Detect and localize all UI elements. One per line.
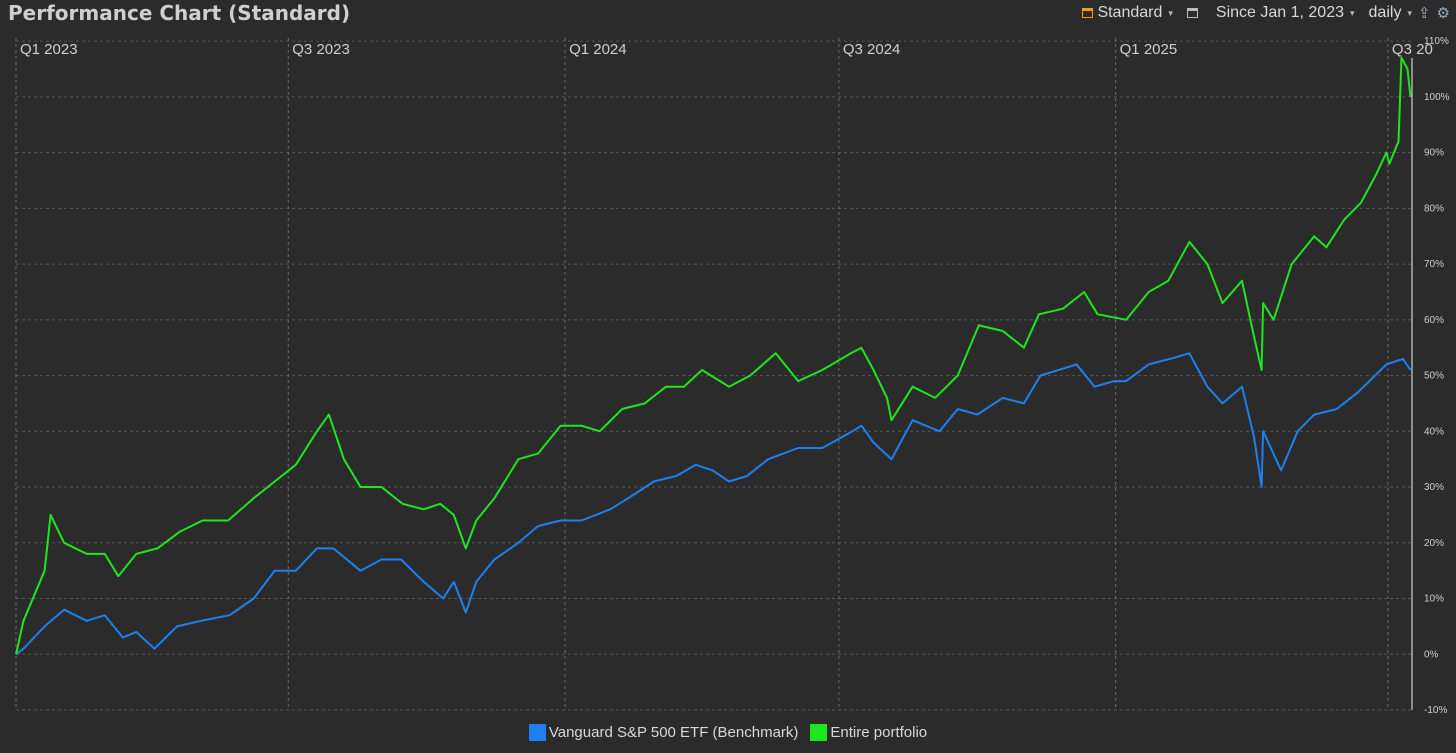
period-dropdown-icon: ▾ [1350, 7, 1355, 18]
gear-icon[interactable]: ⚙ [1436, 5, 1450, 22]
benchmark-line[interactable] [15, 352, 1412, 656]
chart-series [15, 56, 1412, 656]
y-tick-label: 0% [1424, 649, 1439, 660]
x-axis: Q1 2023 Q3 2023 Q1 2024 Q3 2024 Q1 2025 Q3 20 [20, 41, 1433, 58]
y-tick-label: 110% [1424, 36, 1449, 47]
interval-selector[interactable]: daily ▾ [1369, 4, 1412, 22]
toolbar: Performance Chart (Standard) Standard ▾ … [0, 0, 1456, 28]
y-tick-label: 30% [1424, 482, 1444, 493]
x-tick-label: Q3 2024 [843, 41, 901, 58]
y-tick-label: 80% [1424, 203, 1444, 214]
legend-swatch-benchmark [528, 724, 546, 741]
interval-dropdown-icon: ▾ [1407, 7, 1412, 18]
export-icon[interactable]: ⇪ [1417, 5, 1431, 22]
y-tick-label: 70% [1424, 259, 1444, 270]
legend-label-portfolio: Entire portfolio [830, 724, 928, 741]
y-tick-label: 50% [1424, 371, 1444, 382]
y-tick-label: 100% [1424, 92, 1450, 103]
interval-selector-label: daily [1368, 4, 1402, 21]
x-tick-label: Q1 2023 [20, 41, 78, 58]
y-tick-label: 60% [1424, 315, 1444, 326]
chart-grid [15, 38, 1412, 711]
portfolio-line[interactable] [15, 56, 1412, 655]
period-selector[interactable]: Since Jan 1, 2023 ▾ [1216, 4, 1355, 22]
legend-item-portfolio[interactable]: Entire portfolio [810, 724, 927, 741]
y-tick-label: 10% [1424, 594, 1444, 605]
chart-view-icon [1082, 8, 1094, 18]
view-selector-label: Standard [1097, 4, 1163, 21]
period-selector-label: Since Jan 1, 2023 [1215, 4, 1344, 21]
window-icon[interactable] [1186, 8, 1198, 18]
y-tick-label: -10% [1424, 705, 1447, 716]
x-tick-label: Q3 2023 [292, 41, 350, 58]
chart-title: Performance Chart (Standard) [8, 1, 351, 25]
y-axis: -10% 0% 10% 20% 30% 40% 50% 60% 70% 80% 90% 100% 110… [1411, 36, 1450, 716]
view-dropdown-icon: ▾ [1168, 7, 1173, 18]
legend-label-benchmark: Vanguard S&P 500 ETF (Benchmark) [548, 724, 799, 741]
chart-legend: Vanguard S&P 500 ETF (Benchmark) Entire … [0, 724, 1456, 741]
performance-chart[interactable]: Q1 2023 Q3 2023 Q1 2024 Q3 2024 Q1 2025 Q3 20… [0, 0, 1456, 720]
y-tick-label: 20% [1424, 538, 1444, 549]
legend-swatch-portfolio [810, 724, 828, 741]
x-tick-label: Q1 2024 [569, 41, 627, 58]
chart-controls: Standard ▾ Since Jan 1, 2023 ▾ daily ▾ ⇪… [1082, 4, 1450, 22]
view-selector[interactable]: Standard ▾ [1082, 4, 1173, 22]
legend-item-benchmark[interactable]: Vanguard S&P 500 ETF (Benchmark) [528, 724, 799, 741]
x-tick-label: Q3 20 [1392, 41, 1433, 58]
y-tick-label: 40% [1424, 426, 1444, 437]
y-tick-label: 90% [1424, 148, 1444, 159]
x-tick-label: Q1 2025 [1120, 41, 1178, 58]
